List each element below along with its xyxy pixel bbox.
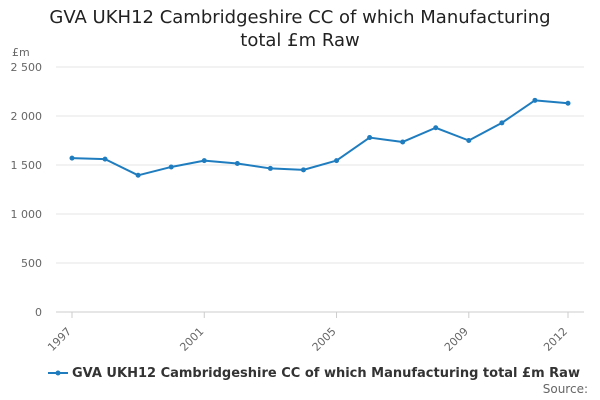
data-point[interactable] — [201, 158, 207, 164]
data-point[interactable] — [367, 135, 373, 141]
data-point[interactable] — [466, 138, 472, 143]
data-point[interactable] — [102, 156, 108, 162]
legend-swatch-icon — [48, 370, 68, 376]
chart-title: GVA UKH12 Cambridgeshire CC of which Man… — [0, 6, 600, 52]
y-tick-label: 0 — [35, 306, 42, 319]
series-layer — [69, 97, 571, 178]
axes: 0 500 1 000 1 500 2 000 2 500 1997 2001 2005 2009… — [11, 61, 571, 354]
x-tick-label: 2012 — [541, 325, 570, 354]
chart-title-line-1: GVA UKH12 Cambridgeshire CC of which Man… — [49, 7, 551, 28]
y-tick-label: 1 000 — [11, 208, 43, 221]
data-point[interactable] — [433, 125, 439, 131]
x-tick-label: 2001 — [177, 325, 206, 354]
x-tick-label: 1997 — [45, 325, 74, 354]
series-line — [71, 99, 569, 177]
data-point[interactable] — [334, 158, 340, 164]
data-point[interactable] — [565, 100, 571, 106]
chart-title-line-2: total £m Raw — [240, 30, 360, 51]
gridlines — [56, 66, 584, 313]
source-label: Source: — [542, 382, 588, 396]
y-tick-label: 2 000 — [11, 110, 43, 123]
data-point[interactable] — [499, 120, 505, 126]
y-tick-label: 2 500 — [11, 61, 43, 74]
y-axis-unit-label: £m — [12, 46, 30, 59]
data-point[interactable] — [532, 97, 538, 103]
data-point[interactable] — [234, 161, 240, 167]
y-tick-label: 500 — [21, 257, 42, 270]
y-tick-label: 1 500 — [11, 159, 43, 172]
data-point[interactable] — [267, 165, 273, 171]
x-tick-label: 2009 — [442, 325, 471, 354]
data-point[interactable] — [168, 164, 174, 170]
data-point[interactable] — [400, 139, 406, 145]
legend-label: GVA UKH12 Cambridgeshire CC of which Man… — [72, 365, 580, 381]
data-point[interactable] — [69, 155, 75, 161]
x-tick-label: 2005 — [310, 325, 339, 354]
legend[interactable]: GVA UKH12 Cambridgeshire CC of which Man… — [48, 364, 580, 382]
data-point[interactable] — [135, 172, 141, 178]
data-point[interactable] — [300, 167, 306, 173]
